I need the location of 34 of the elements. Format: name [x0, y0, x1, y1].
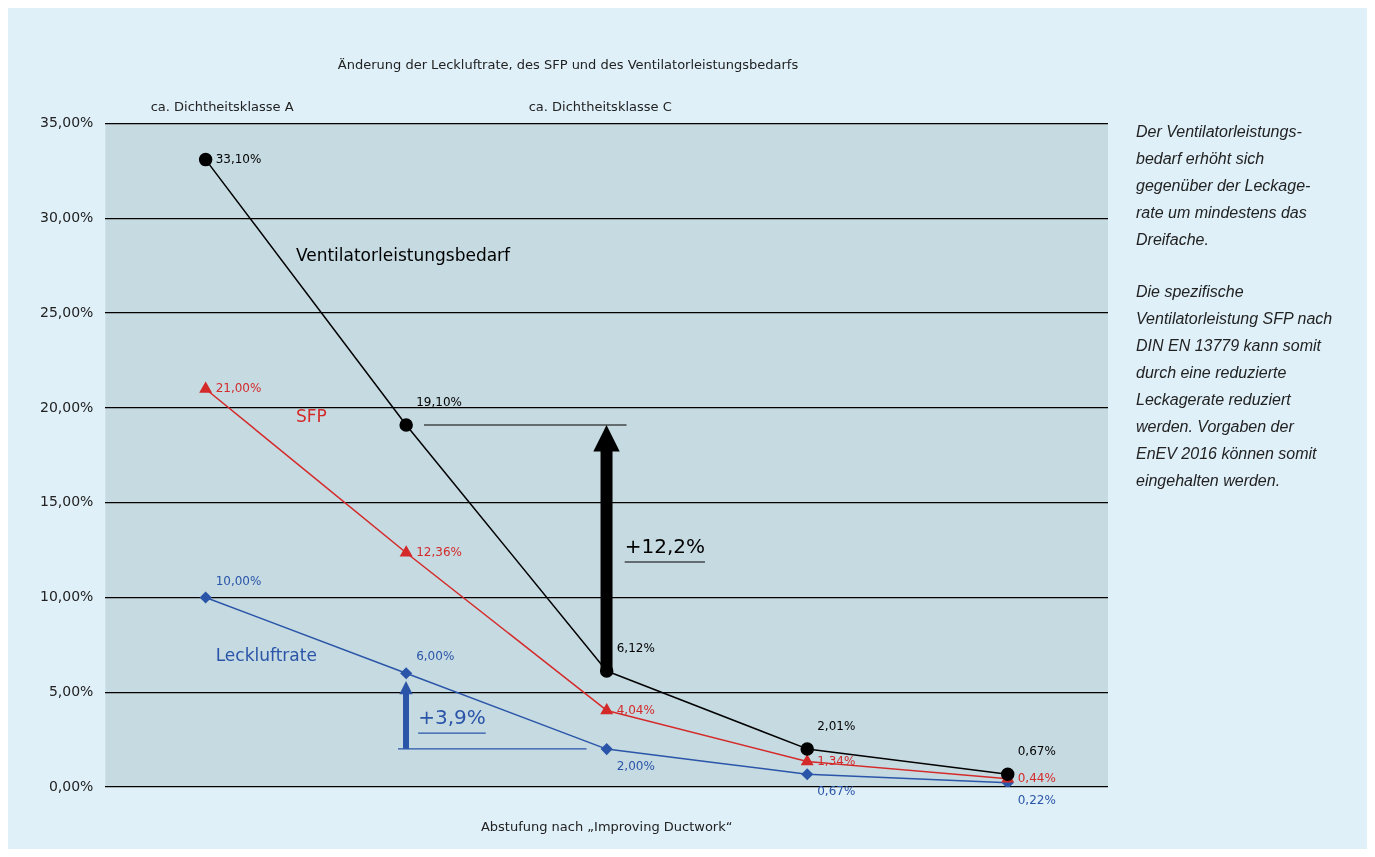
series-label: Leckluftrate: [215, 644, 317, 665]
data-label: 1,34%: [817, 753, 856, 768]
data-label: 33,10%: [215, 151, 262, 166]
data-label: 4,04%: [616, 702, 655, 717]
data-label: 19,10%: [416, 395, 462, 410]
text: Die spezifische Ventilatorleistung SFP nach DIN EN 13779 kann somit durch eine reduzierte Leckagerate reduziert werden. Vorgaben der EnEV 2016 können somit eingehalten werden.: [1136, 282, 1334, 491]
annotation: +3,9%: [418, 705, 486, 730]
data-label: 10,00%: [215, 573, 262, 588]
text: ca. Dichtheitsklasse A: [150, 98, 294, 114]
x-axis-title: Abstufung nach „Improving Ductwork“: [480, 818, 733, 834]
y-tick-label: 25,00%: [39, 303, 94, 320]
y-tick-label: 20,00%: [39, 398, 94, 415]
y-tick-label: 15,00%: [39, 493, 94, 510]
y-tick-label: 35,00%: [39, 114, 94, 131]
y-tick-label: 0,00%: [48, 777, 94, 794]
chart-title: Änderung der Leckluftrate, des SFP und des Ventilatorleistungsbedarfs: [337, 57, 799, 73]
data-label: 6,00%: [416, 649, 455, 664]
series-label: SFP: [295, 405, 327, 426]
series-label: Ventilatorleistungsbedarf: [295, 244, 512, 265]
y-tick-label: 30,00%: [39, 209, 94, 226]
data-label: 0,22%: [1017, 792, 1056, 807]
data-label: 12,36%: [416, 544, 462, 559]
data-label: 21,00%: [215, 381, 262, 396]
data-label: 0,67%: [1017, 744, 1056, 759]
text: Der Ventilatorleistungs-bedarf erhöht sich gegenüber der Leckage-rate um mindestens das Dreifache.: [1136, 122, 1312, 250]
y-tick-label: 10,00%: [39, 588, 94, 605]
data-label: 6,12%: [616, 641, 655, 656]
data-label: 2,01%: [817, 719, 856, 734]
data-label: 2,00%: [616, 759, 655, 774]
y-tick-label: 5,00%: [48, 682, 94, 699]
data-label: 0,44%: [1017, 770, 1056, 785]
data-label: 0,67%: [817, 784, 856, 799]
text: ca. Dichtheitsklasse C: [528, 98, 672, 114]
annotation: +12,2%: [624, 534, 705, 559]
